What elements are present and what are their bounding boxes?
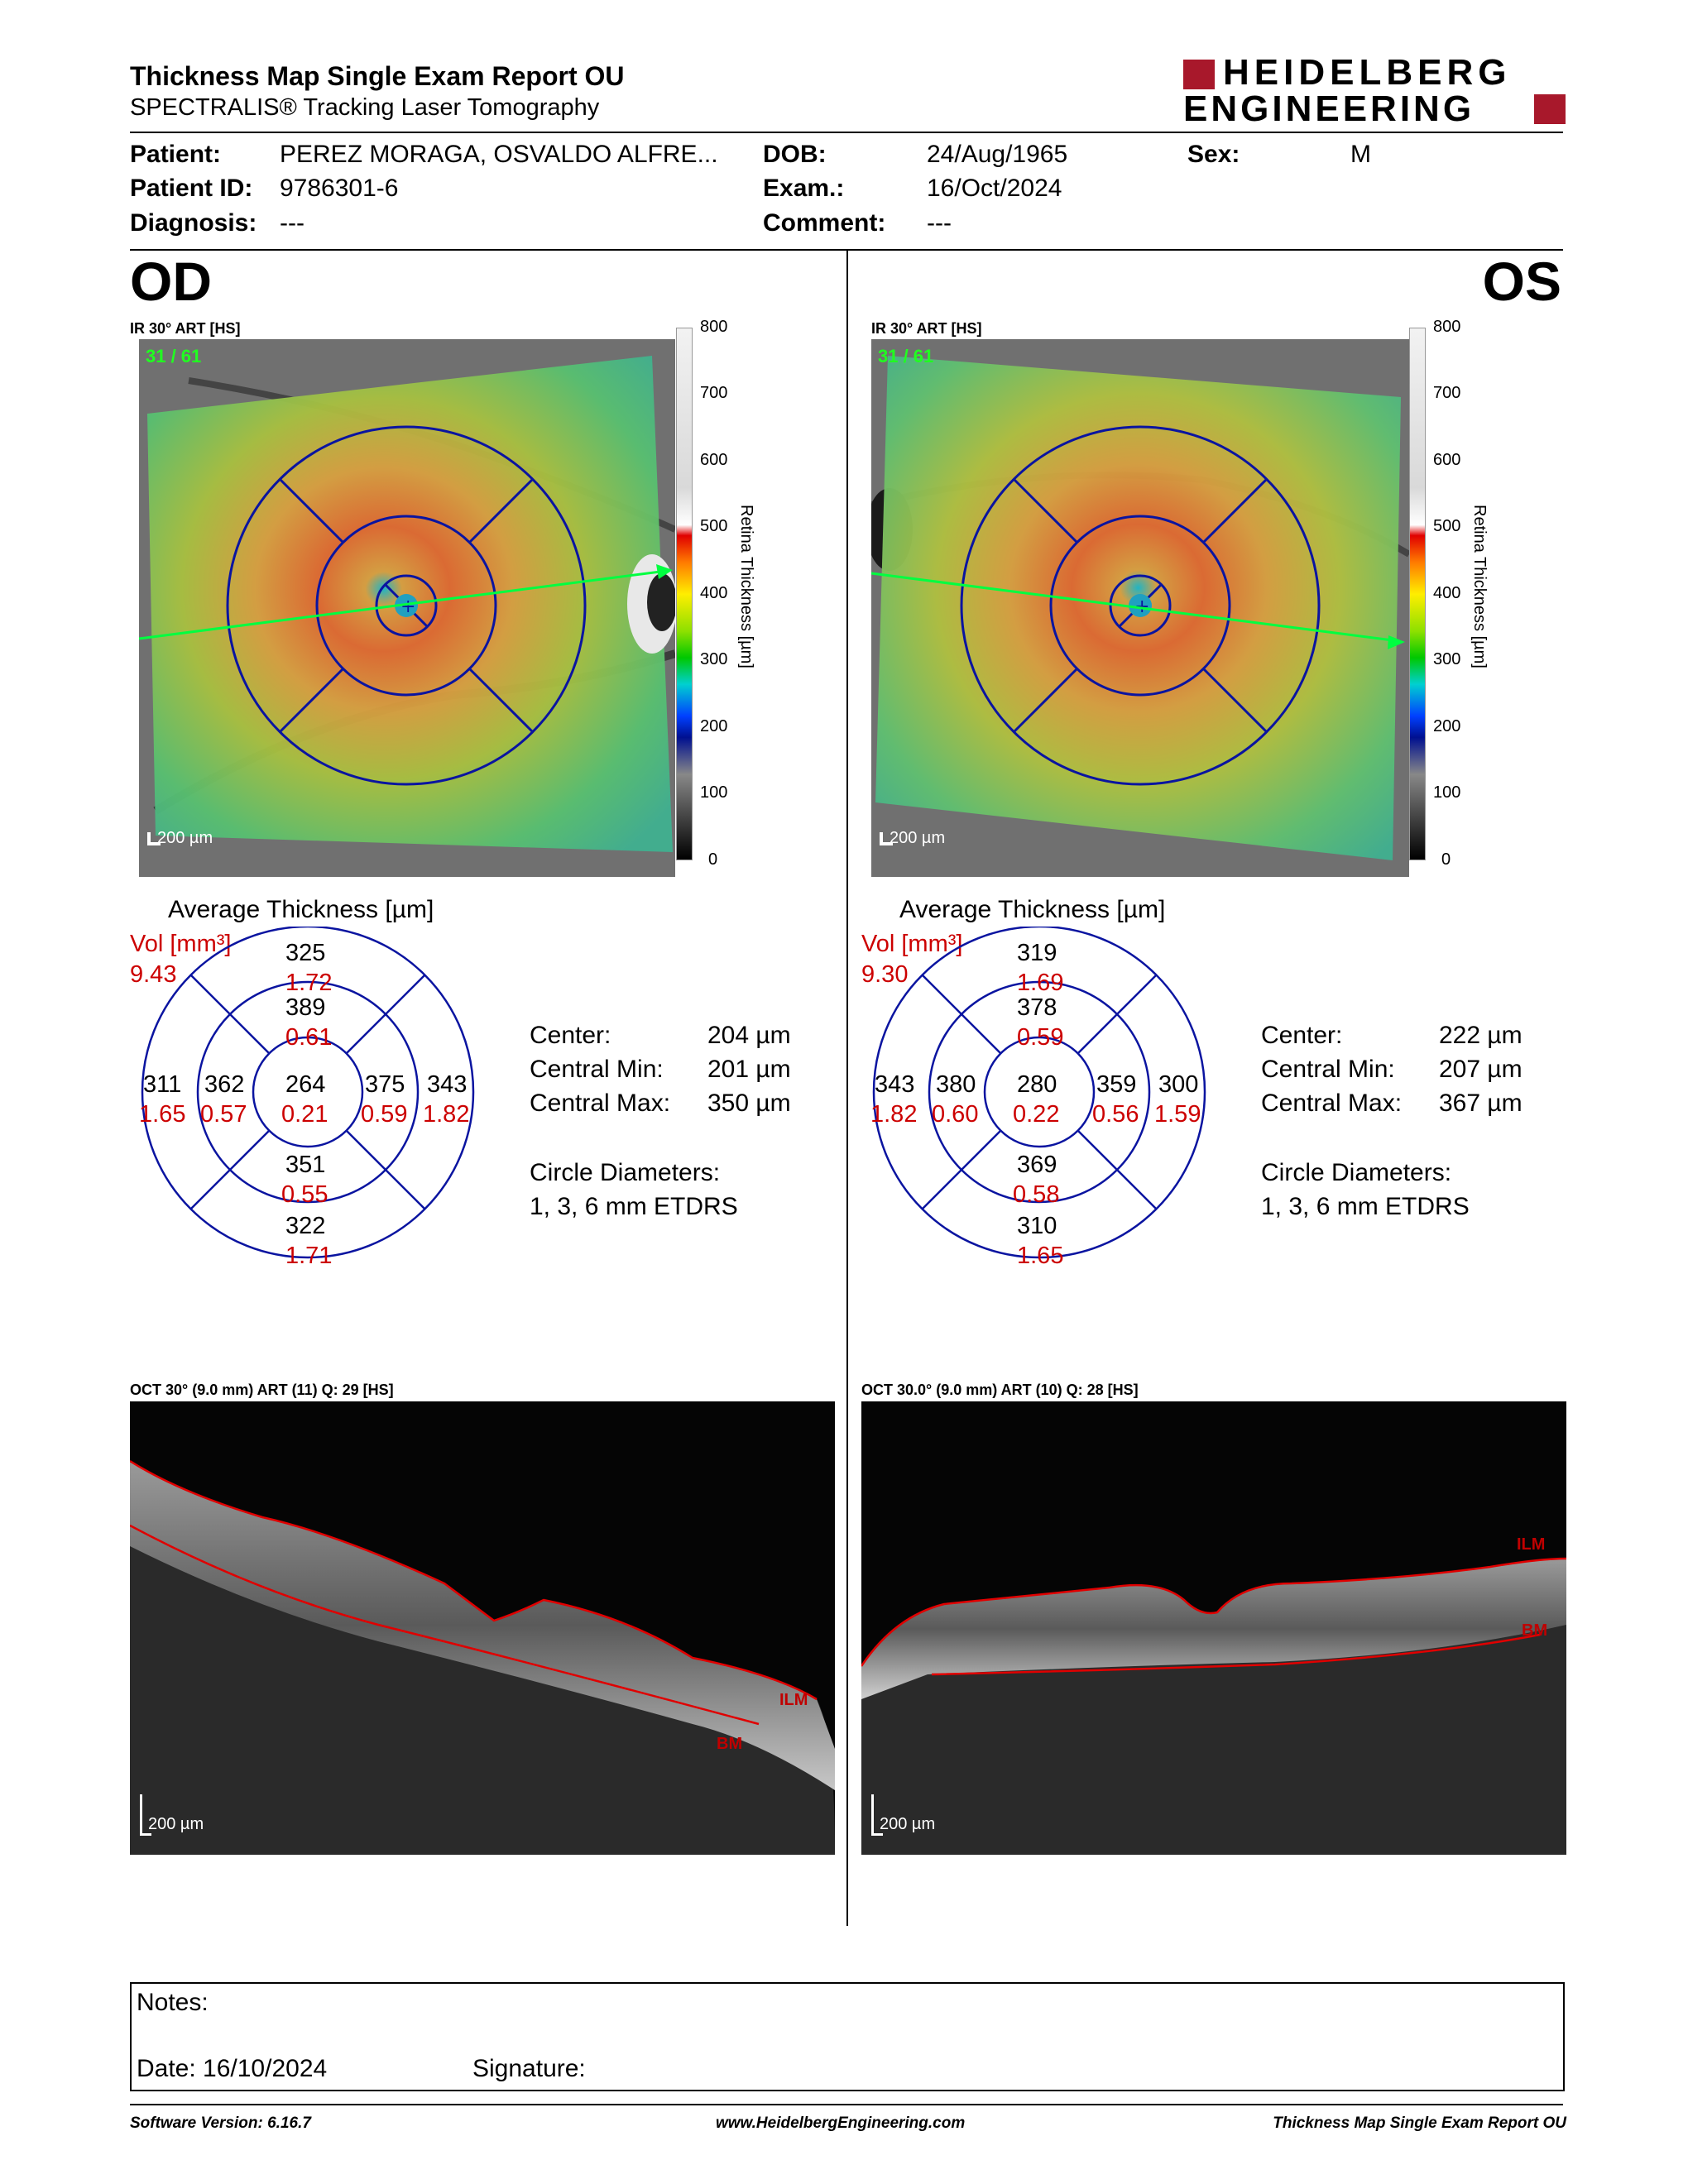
os-colorbar: [1409, 328, 1426, 860]
header-divider: [130, 132, 1563, 133]
exam-date: 16/Oct/2024: [927, 175, 1062, 202]
eye-divider: [846, 251, 848, 1926]
comment: ---: [927, 209, 952, 237]
od-diam-label: Circle Diameters:: [530, 1159, 721, 1186]
website-link[interactable]: www.HeidelbergEngineering.com: [716, 2115, 966, 2132]
os-ir-label: IR 30° ART [HS]: [871, 320, 982, 337]
os-vol-label: Vol [mm³]: [861, 931, 963, 957]
signature-label: Signature:: [472, 2055, 586, 2082]
od-oct-scan: ILM BM 200 µm: [130, 1401, 835, 1855]
heidelberg-logo: HEIDELBERG ENGINEERING: [1183, 55, 1567, 129]
footer-report-title: Thickness Map Single Exam Report OU: [1273, 2115, 1566, 2132]
os-oct-scale-label: 200 µm: [880, 1815, 936, 1833]
footer-divider: [130, 2104, 1563, 2105]
os-stats-labels: Center: Central Min: Central Max:: [1261, 1022, 1403, 1117]
os-thickness-map: + 31 / 61 200 µm: [871, 339, 1409, 877]
software-version: Software Version: 6.16.7: [130, 2115, 311, 2132]
od-eye-label: OD: [130, 251, 212, 312]
od-ilm-label: ILM: [779, 1691, 808, 1709]
dob: 24/Aug/1965: [927, 141, 1068, 168]
os-oct-scale-bar: [871, 1794, 874, 1836]
info-divider: [130, 249, 1563, 251]
report-title: Thickness Map Single Exam Report OU: [130, 61, 625, 91]
od-thickness-map: + 31 / 61 200 µm: [139, 339, 675, 877]
os-diam-label: Circle Diameters:: [1261, 1159, 1452, 1186]
os-frame-counter: 31 / 61: [878, 346, 934, 366]
patient-name: PEREZ MORAGA, OSVALDO ALFRE...: [280, 141, 718, 168]
os-avg-title: Average Thickness [µm]: [899, 896, 1166, 923]
notes-label: Notes:: [137, 1989, 209, 2016]
date-label: Date: 16/10/2024: [137, 2055, 328, 2082]
os-ilm-label: ILM: [1517, 1535, 1546, 1554]
od-oct-scale-label: 200 µm: [148, 1815, 204, 1833]
patient-id: 9786301-6: [280, 175, 399, 202]
os-scale-label: 200 µm: [890, 829, 946, 847]
od-colorbar: [676, 328, 693, 860]
od-ir-label: IR 30° ART [HS]: [130, 320, 241, 337]
od-diam-value: 1, 3, 6 mm ETDRS: [530, 1193, 738, 1220]
od-oct-scale-bar: [140, 1794, 142, 1836]
od-scale-label: 200 µm: [157, 829, 213, 847]
od-vol-value: 9.43: [130, 961, 177, 988]
od-colorbar-title: Retina Thickness [µm]: [737, 505, 755, 668]
sex: M: [1350, 141, 1371, 168]
os-diam-value: 1, 3, 6 mm ETDRS: [1261, 1193, 1470, 1220]
od-frame-counter: 31 / 61: [146, 346, 202, 366]
notes-box[interactable]: Notes: Date: 16/10/2024 Signature:: [130, 1982, 1565, 2091]
os-oct-scan: ILM BM 200 µm: [861, 1401, 1566, 1855]
od-oct-label: OCT 30° (9.0 mm) ART (11) Q: 29 [HS]: [130, 1382, 394, 1398]
svg-text:+: +: [400, 596, 415, 617]
os-scale-bar: [880, 832, 883, 845]
os-vol-value: 9.30: [861, 961, 909, 988]
od-stats-values: 204 µm 201 µm 350 µm: [707, 1022, 791, 1117]
os-etdrs-grid: [872, 927, 1206, 1259]
od-avg-title: Average Thickness [µm]: [168, 896, 434, 923]
os-oct-label: OCT 30.0° (9.0 mm) ART (10) Q: 28 [HS]: [861, 1382, 1139, 1398]
os-bm-label: BM: [1522, 1621, 1548, 1640]
os-stats-values: 222 µm 207 µm 367 µm: [1439, 1022, 1523, 1117]
os-colorbar-title: Retina Thickness [µm]: [1470, 505, 1489, 668]
od-vol-label: Vol [mm³]: [130, 931, 232, 957]
report-subtitle: SPECTRALIS® Tracking Laser Tomography: [130, 94, 600, 121]
os-eye-label: OS: [1482, 251, 1561, 312]
od-bm-label: BM: [717, 1735, 743, 1753]
od-scale-bar: [147, 832, 151, 845]
svg-text:+: +: [1134, 596, 1149, 617]
od-etdrs-grid: [141, 927, 475, 1259]
diagnosis: ---: [280, 209, 305, 237]
od-stats-labels: Center: Central Min: Central Max:: [530, 1022, 671, 1117]
